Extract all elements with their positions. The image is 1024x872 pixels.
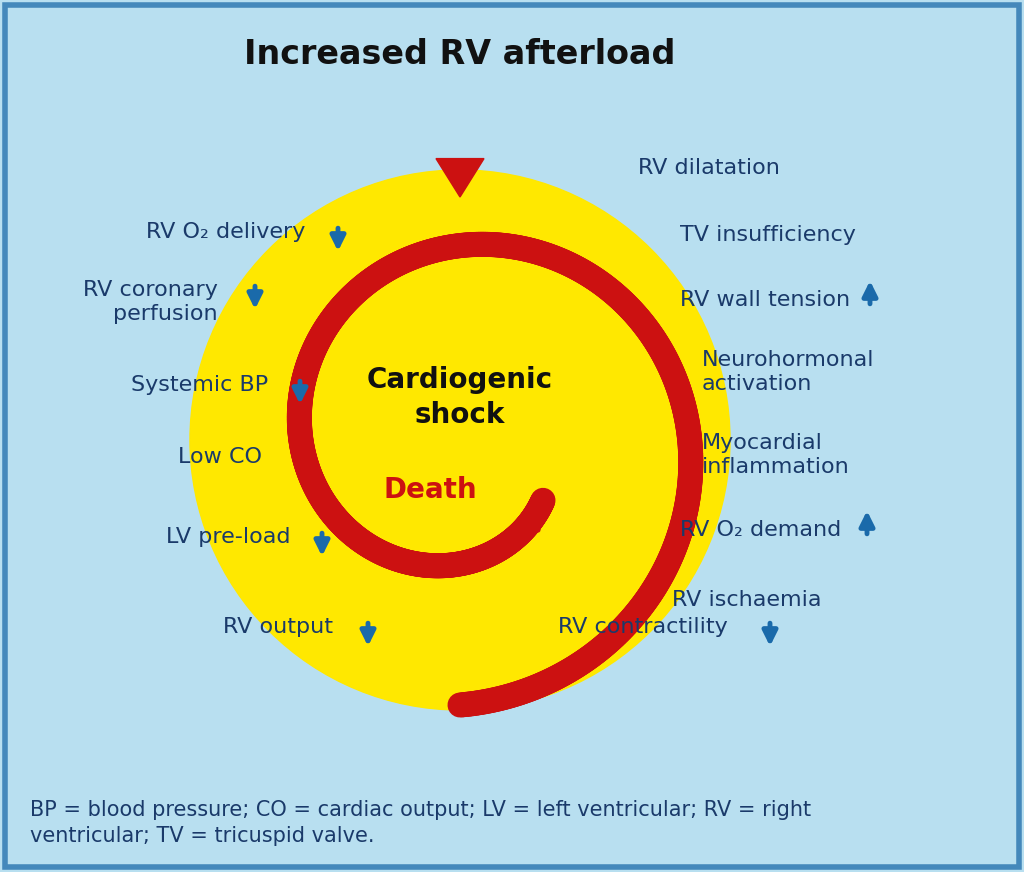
Text: shock: shock [415,401,505,429]
Text: RV ischaemia: RV ischaemia [672,590,821,610]
Text: Increased RV afterload: Increased RV afterload [245,38,676,71]
Text: LV pre-load: LV pre-load [166,527,290,547]
Text: RV coronary
perfusion: RV coronary perfusion [83,280,218,324]
Text: RV contractility: RV contractility [558,617,728,637]
Text: RV O₂ delivery: RV O₂ delivery [145,222,305,242]
Text: Myocardial
inflammation: Myocardial inflammation [702,433,850,477]
Text: TV insufficiency: TV insufficiency [680,225,856,245]
Text: Neurohormonal
activation: Neurohormonal activation [702,350,874,394]
Text: Low CO: Low CO [178,447,262,467]
Text: BP = blood pressure; CO = cardiac output; LV = left ventricular; RV = right
vent: BP = blood pressure; CO = cardiac output… [30,800,811,847]
Text: Death: Death [383,476,477,504]
Circle shape [190,170,730,710]
Polygon shape [436,159,484,197]
Text: RV dilatation: RV dilatation [638,158,780,178]
Text: Cardiogenic: Cardiogenic [367,366,553,394]
Text: RV wall tension: RV wall tension [680,290,850,310]
Text: RV output: RV output [223,617,333,637]
Text: RV O₂ demand: RV O₂ demand [680,520,842,540]
Text: Systemic BP: Systemic BP [131,375,268,395]
